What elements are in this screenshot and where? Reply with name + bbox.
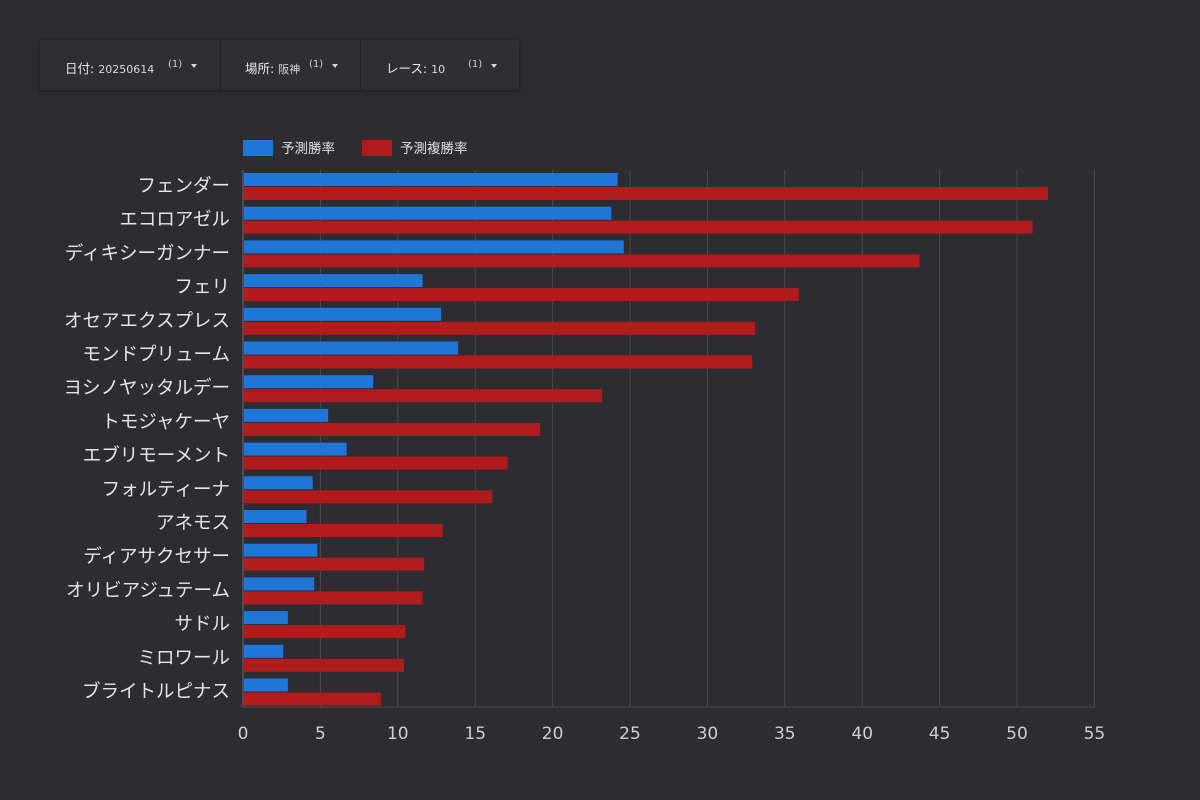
win-rate-bar bbox=[244, 206, 612, 220]
win-rate-bar bbox=[244, 307, 442, 321]
race-filter-count: (1) bbox=[468, 59, 483, 70]
place-rate-bar bbox=[244, 625, 406, 639]
category-label: フォルティーナ bbox=[102, 479, 230, 500]
win-rate-bar bbox=[244, 611, 288, 625]
legend-swatch bbox=[243, 140, 273, 156]
race-filter[interactable]: レース: 10 (1) bbox=[361, 40, 519, 90]
venue-filter-count: (1) bbox=[309, 59, 324, 70]
win-rate-bar bbox=[244, 375, 374, 389]
place-rate-bar bbox=[244, 288, 799, 302]
place-rate-bar bbox=[244, 591, 423, 605]
place-rate-bar bbox=[244, 658, 404, 672]
place-rate-bar bbox=[244, 557, 425, 571]
x-tick-label: 30 bbox=[697, 724, 719, 744]
win-rate-bar bbox=[244, 510, 307, 523]
category-label: ミロワール bbox=[137, 648, 230, 669]
chevron-down-icon bbox=[191, 64, 197, 68]
x-tick-label: 20 bbox=[542, 724, 564, 744]
x-tick-label: 40 bbox=[851, 724, 873, 744]
race-filter-label: レース bbox=[386, 61, 423, 76]
category-label: エコロアゼル bbox=[119, 210, 230, 231]
category-label: オセアエクスプレス bbox=[64, 311, 230, 332]
date-filter-value: 20250614 bbox=[98, 63, 155, 76]
win-rate-bar bbox=[244, 341, 459, 355]
win-rate-bar bbox=[244, 442, 347, 456]
legend-label: 予測複勝率 bbox=[400, 140, 468, 157]
legend-swatch bbox=[362, 140, 392, 156]
place-rate-bar bbox=[244, 220, 1033, 234]
category-label: モンドプリューム bbox=[83, 345, 230, 366]
chevron-down-icon bbox=[332, 64, 338, 68]
category-label: ディアサクセサー bbox=[83, 547, 230, 568]
date-filter-count: (1) bbox=[168, 59, 183, 70]
win-rate-bar bbox=[244, 543, 318, 557]
place-rate-bar bbox=[244, 456, 508, 470]
win-rate-bar bbox=[244, 408, 329, 422]
x-tick-label: 0 bbox=[238, 724, 249, 744]
win-rate-bar bbox=[244, 240, 624, 254]
place-rate-bar bbox=[244, 254, 920, 268]
category-label: フェリ bbox=[174, 277, 230, 298]
win-rate-bar bbox=[244, 577, 315, 591]
place-rate-bar bbox=[244, 187, 1048, 200]
date-filter[interactable]: 日付: 20250614 (1) bbox=[40, 40, 221, 90]
venue-filter-value: 阪神 bbox=[278, 63, 301, 76]
place-rate-bar bbox=[244, 422, 541, 436]
x-tick-label: 5 bbox=[315, 724, 326, 744]
category-label: フェンダー bbox=[137, 176, 230, 197]
x-tick-label: 35 bbox=[774, 724, 796, 744]
category-label: ヨシノヤッタルデー bbox=[63, 378, 230, 399]
win-rate-bar bbox=[244, 274, 423, 288]
x-tick-label: 50 bbox=[1006, 724, 1028, 744]
x-tick-label: 25 bbox=[619, 724, 641, 744]
place-rate-bar bbox=[244, 321, 756, 335]
win-rate-bar bbox=[244, 678, 288, 692]
place-rate-bar bbox=[244, 490, 493, 504]
category-label: サドル bbox=[174, 614, 230, 635]
category-label: ブライトルピナス bbox=[82, 681, 230, 703]
category-label: アネモス bbox=[156, 513, 230, 534]
category-label: ディキシーガンナー bbox=[65, 243, 230, 264]
filter-bar: 日付: 20250614 (1) 場所: 阪神 (1) レース: 10 (1) bbox=[40, 40, 519, 90]
x-tick-label: 55 bbox=[1084, 724, 1106, 744]
category-label: エブリモーメント bbox=[83, 445, 230, 467]
x-tick-label: 15 bbox=[464, 724, 486, 744]
place-rate-bar bbox=[244, 355, 753, 369]
venue-filter[interactable]: 場所: 阪神 (1) bbox=[221, 40, 361, 90]
category-label: オリビアジュテーム bbox=[66, 580, 230, 601]
place-rate-bar bbox=[244, 389, 603, 403]
race-filter-value: 10 bbox=[431, 63, 446, 76]
win-rate-bar bbox=[244, 173, 618, 186]
win-rate-bar bbox=[244, 476, 313, 490]
win-rate-bar bbox=[244, 644, 284, 658]
place-rate-bar bbox=[244, 524, 443, 537]
legend-label: 予測勝率 bbox=[281, 140, 335, 157]
category-label: トモジャケーヤ bbox=[101, 412, 230, 433]
date-filter-label: 日付 bbox=[65, 61, 91, 76]
place-rate-bar bbox=[244, 692, 381, 706]
x-tick-label: 45 bbox=[929, 724, 951, 744]
chevron-down-icon bbox=[491, 64, 497, 68]
x-tick-label: 10 bbox=[387, 724, 409, 744]
venue-filter-label: 場所 bbox=[245, 61, 271, 76]
